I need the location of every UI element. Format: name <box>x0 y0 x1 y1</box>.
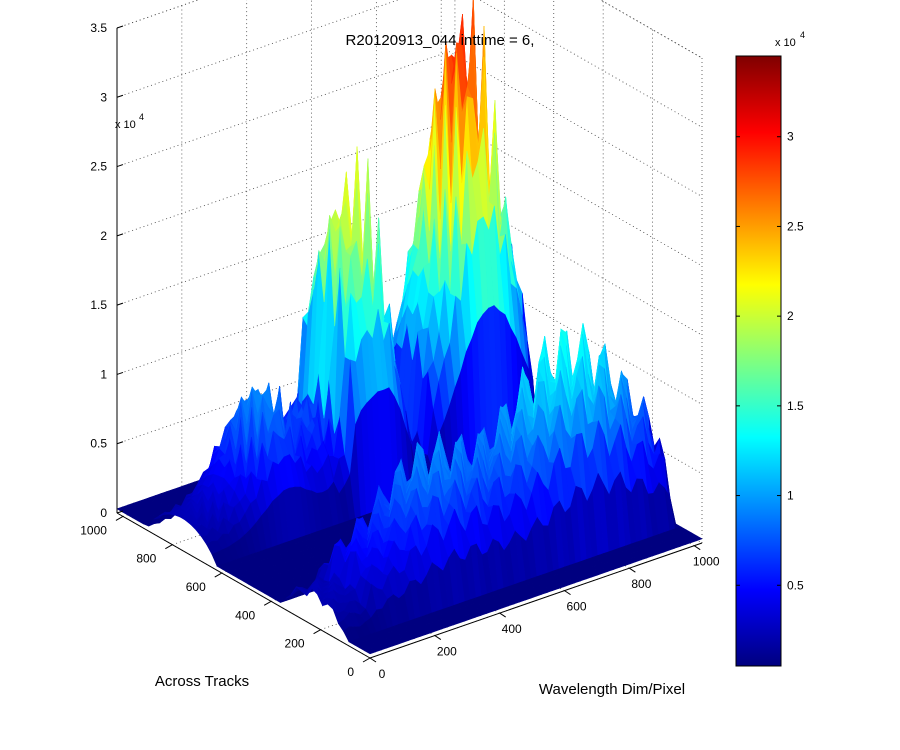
z-tick-label: 3.5 <box>90 21 107 35</box>
x-tick <box>434 635 442 640</box>
y-axis-line <box>116 512 371 659</box>
colorbar-exponent-power: 4 <box>800 30 805 40</box>
y-tick-label: 0 <box>347 665 354 679</box>
y-tick-label: 400 <box>235 608 255 622</box>
z-tick <box>116 25 124 29</box>
x-tick-label: 400 <box>502 622 522 636</box>
colorbar-tick-label: 2.5 <box>787 219 804 233</box>
z-tick-label: 1 <box>100 367 107 381</box>
z-tick-label: 3 <box>100 90 107 104</box>
z-exponent-label: x 10 <box>115 119 136 131</box>
chart-title: R20120913_044 inttime = 6, <box>346 32 535 49</box>
surface-mesh <box>116 0 703 655</box>
x-tick <box>369 657 377 663</box>
y-tick-label: 600 <box>186 580 206 594</box>
z-tick <box>116 510 124 514</box>
colorbar-tick-label: 1 <box>787 489 794 503</box>
y-axis-label: Across Tracks <box>155 673 249 690</box>
x-axis-line <box>369 542 703 659</box>
colorbar-tick-label: 1.5 <box>787 399 804 413</box>
colorbar-ticks: 0.5 1 1.5 2 2.5 3 <box>736 130 804 592</box>
colorbar <box>735 55 782 667</box>
colorbar-tick-label: 2 <box>787 309 794 323</box>
z-tick <box>116 302 124 306</box>
y-tick <box>165 544 173 550</box>
z-tick <box>116 94 124 98</box>
z-tick <box>116 164 124 168</box>
x-tick-label: 600 <box>567 600 587 614</box>
colorbar-tick-label: 0.5 <box>787 578 804 592</box>
colorbar-tick-label: 3 <box>787 130 794 144</box>
x-tick <box>693 545 701 551</box>
z-tick-label: 1.5 <box>90 298 107 312</box>
x-tick-label: 1000 <box>693 555 720 569</box>
y-tick-label: 800 <box>136 552 156 566</box>
x-axis-label: Wavelength Dim/Pixel <box>539 681 685 698</box>
z-tick <box>116 371 124 375</box>
y-tick <box>313 629 321 635</box>
z-tick-label: 0 <box>100 506 107 520</box>
z-tick-label: 0.5 <box>90 437 107 451</box>
x-tick-label: 200 <box>437 645 457 659</box>
y-tick-label: 200 <box>285 637 305 651</box>
z-tick-label: 2.5 <box>90 160 107 174</box>
y-tick <box>115 515 124 521</box>
x-tick-label: 0 <box>379 667 386 681</box>
z-tick-label: 2 <box>100 229 107 243</box>
z-tick <box>116 441 124 445</box>
z-exponent-power: 4 <box>139 112 144 122</box>
z-tick <box>116 233 124 237</box>
colorbar-exponent-label: x 10 <box>775 37 796 49</box>
surface-patch <box>690 535 703 542</box>
y-tick <box>362 657 371 663</box>
axes: 0 200 400 600 800 1000 0 200 400 600 800 1000 0 0.5 1 1… <box>80 21 720 681</box>
x-tick <box>499 612 506 618</box>
x-tick <box>564 590 571 596</box>
x-tick <box>629 567 636 573</box>
y-tick <box>214 572 223 578</box>
x-tick-label: 800 <box>631 577 651 591</box>
y-tick <box>263 600 272 606</box>
y-tick-label: 1000 <box>80 523 107 537</box>
